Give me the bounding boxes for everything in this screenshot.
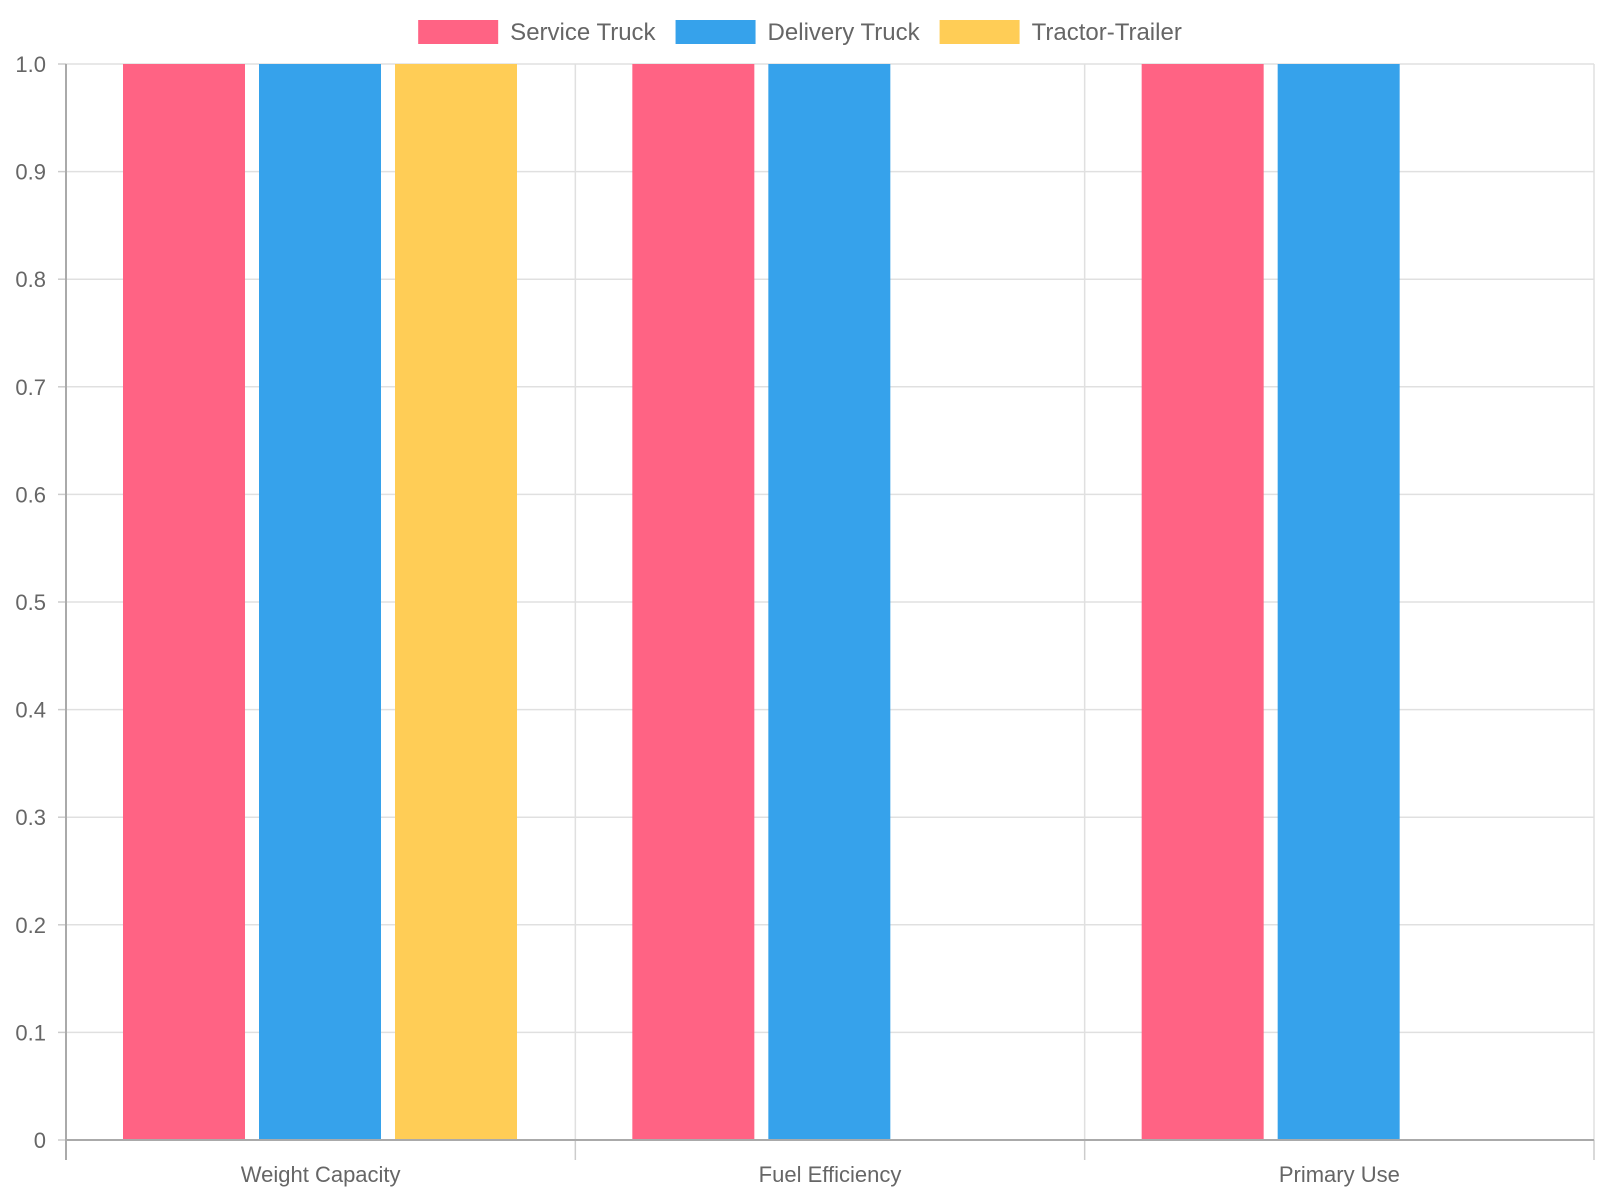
axes xyxy=(58,63,1595,1160)
legend-item[interactable]: Tractor-Trailer xyxy=(939,19,1182,46)
x-axis-ticks: Weight Capacity Fuel Efficiency Primary Us… xyxy=(241,1162,1400,1187)
legend-swatch xyxy=(675,20,756,44)
legend[interactable]: Service Truck Delivery Truck Tractor-Trail… xyxy=(418,19,1182,46)
bars xyxy=(123,64,1400,1140)
y-tick-label: 0.3 xyxy=(15,805,46,830)
x-tick-label: Primary Use xyxy=(1279,1162,1400,1187)
y-tick-label: 0.8 xyxy=(15,267,46,292)
y-tick-label: 0.5 xyxy=(15,590,46,615)
legend-item[interactable]: Service Truck xyxy=(418,19,657,46)
legend-label: Tractor-Trailer xyxy=(1032,19,1182,46)
y-tick-label: 0.1 xyxy=(15,1020,46,1045)
y-tick-label: 0.2 xyxy=(15,913,46,938)
bar-delivery-truck xyxy=(1277,64,1400,1140)
y-tick-label: 1.0 xyxy=(15,52,46,77)
y-axis-ticks: 0 0.1 0.2 0.3 0.4 0.5 0.6 0.7 0.8 0.9 1.0 xyxy=(15,52,46,1153)
y-tick-label: 0.9 xyxy=(15,160,46,185)
legend-swatch xyxy=(939,20,1020,44)
bar-service-truck xyxy=(123,64,245,1140)
bar-service-truck xyxy=(632,64,755,1140)
legend-label: Service Truck xyxy=(510,19,656,46)
bar-delivery-truck xyxy=(259,64,381,1140)
bar-tractor-trailer xyxy=(395,64,517,1140)
y-tick-label: 0 xyxy=(34,1128,46,1153)
bar-delivery-truck xyxy=(768,64,891,1140)
bar-service-truck xyxy=(1141,64,1264,1140)
y-tick-label: 0.4 xyxy=(15,698,46,723)
legend-label: Delivery Truck xyxy=(768,19,921,46)
x-tick-label: Weight Capacity xyxy=(241,1162,401,1187)
y-tick-label: 0.6 xyxy=(15,482,46,507)
legend-swatch xyxy=(418,20,499,44)
x-tick-label: Fuel Efficiency xyxy=(759,1162,902,1187)
legend-item[interactable]: Delivery Truck xyxy=(675,19,921,46)
y-tick-label: 0.7 xyxy=(15,375,46,400)
